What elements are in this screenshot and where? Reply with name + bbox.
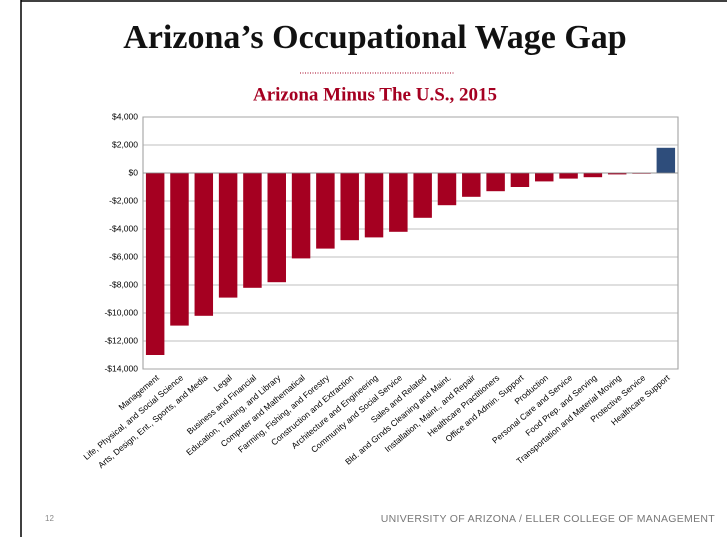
bar: [462, 173, 481, 197]
y-tick-label: -$6,000: [109, 251, 138, 261]
chart-title: Arizona’s Occupational Wage Gap: [123, 19, 626, 56]
y-tick-label: $2,000: [112, 139, 138, 149]
bar: [145, 173, 165, 355]
y-tick-label: -$2,000: [109, 195, 138, 205]
y-tick-label: -$10,000: [104, 307, 138, 317]
bar: [535, 173, 554, 182]
bar: [170, 173, 189, 326]
bar: [218, 173, 238, 298]
bar: [316, 173, 335, 249]
y-tick-label: -$8,000: [109, 279, 138, 289]
bar: [510, 173, 530, 187]
y-tick-label: -$12,000: [104, 335, 138, 345]
bar: [340, 173, 359, 241]
bar: [413, 173, 432, 218]
chart-subtitle: Arizona Minus The U.S., 2015: [253, 84, 497, 105]
bar: [656, 147, 676, 173]
bar: [389, 173, 408, 232]
y-tick-label: $4,000: [112, 111, 138, 121]
bar: [267, 173, 286, 283]
y-tick-label: -$4,000: [109, 223, 138, 233]
bar: [364, 173, 384, 238]
bar: [559, 173, 578, 179]
footer-text: UNIVERSITY OF ARIZONA / ELLER COLLEGE OF…: [381, 513, 716, 525]
bar: [583, 173, 603, 178]
y-tick-label: $0: [129, 167, 139, 177]
bar: [291, 173, 311, 259]
bar: [243, 173, 262, 288]
bar: [486, 173, 505, 192]
page-number: 12: [45, 514, 54, 523]
y-tick-label: -$14,000: [104, 363, 138, 373]
bar: [437, 173, 457, 206]
bar: [607, 173, 627, 175]
x-tick-label: Life, Physical, and Social Science: [81, 372, 185, 462]
bar: [194, 173, 214, 316]
